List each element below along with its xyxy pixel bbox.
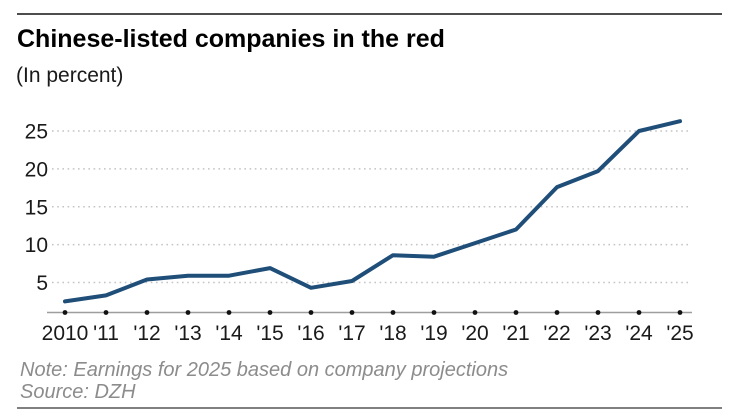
x-tick-label: '15 [256,322,283,345]
x-tick-label: '11 [93,322,119,345]
bottom-divider [17,407,722,409]
chart-subtitle: (In percent) [16,64,124,87]
x-tick-dot [513,310,519,315]
x-tick-label: '24 [625,322,653,345]
x-tick-dot [267,310,273,315]
x-tick-dot [554,310,560,315]
y-tick-label: 10 [25,234,48,257]
y-tick-label: 5 [36,272,48,295]
x-tick-label: '14 [215,322,243,345]
x-tick-label: '20 [461,322,488,345]
x-tick-label: '21 [502,322,529,345]
x-tick-dot [62,310,68,315]
chart-source: Source: DZH [20,381,136,403]
x-tick-label: '25 [666,322,693,345]
x-tick-label: 2010 [42,322,89,345]
x-tick-dot [677,310,683,315]
x-tick-dot [144,310,150,315]
x-tick-dot [472,310,478,315]
chart-note: Note: Earnings for 2025 based on company… [20,359,509,381]
x-tick-label: '22 [543,322,570,345]
y-tick-label: 25 [25,121,48,144]
x-tick-dot [185,310,191,315]
top-divider [17,13,722,15]
x-tick-label: '13 [174,322,201,345]
x-tick-dot [349,310,355,315]
x-tick-dot [636,310,642,315]
series-line [63,119,682,304]
x-tick-dot [308,310,314,315]
x-tick-label: '23 [584,322,611,345]
x-tick-label: '18 [379,322,406,345]
x-tick-dot [103,310,109,315]
y-tick-label: 20 [25,158,48,181]
y-tick-label: 15 [25,196,48,219]
chart-title: Chinese-listed companies in the red [17,25,445,53]
x-tick-label: '19 [420,322,447,345]
x-tick-dot [226,310,232,315]
x-tick-label: '12 [133,322,160,345]
x-tick-label: '17 [338,322,365,345]
x-tick-dot [390,310,396,315]
x-tick-dot [431,310,437,315]
line-chart: 5 10 15 20 25 2010'11 '12 '13 '14 '15 '16 '17 '18 '19… [25,119,694,345]
x-tick-label: '16 [297,322,324,345]
x-tick-dot [595,310,601,315]
